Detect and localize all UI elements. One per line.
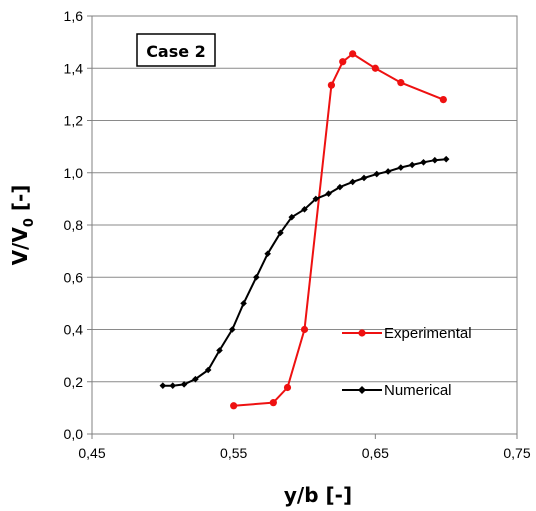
- data-point-experimental: [439, 96, 447, 104]
- data-point-numerical: [228, 326, 236, 333]
- y-axis-title: V/V0 [-]: [8, 185, 37, 266]
- axis-ticks: 0,0 0,2 0,4 0,6 0,8 1,0 1,2 1,4 1,6 0,45 0,55 0,65 0…: [64, 8, 531, 461]
- x-tick-label: 0,55: [220, 445, 247, 461]
- data-point-numerical: [325, 190, 332, 197]
- x-tick-label: 0,65: [362, 445, 389, 461]
- y-axis-title-subscript: 0: [22, 218, 37, 227]
- y-tick-label: 0,2: [64, 374, 84, 390]
- data-point-experimental: [230, 402, 238, 410]
- data-point-experimental: [371, 64, 379, 72]
- series-numerical-line: [162, 158, 447, 387]
- legend-experimental-label: Experimental: [384, 325, 472, 342]
- data-point-numerical: [216, 347, 223, 354]
- case-annotation-box: [136, 33, 216, 67]
- data-point-experimental: [283, 383, 292, 392]
- x-tick-label: 0,75: [503, 445, 530, 461]
- data-point-numerical: [204, 366, 212, 374]
- data-point-numerical: [253, 273, 260, 281]
- data-point-numerical: [373, 170, 381, 178]
- data-point-numerical: [312, 195, 320, 203]
- data-point-experimental: [300, 325, 309, 334]
- y-tick-label: 1,0: [64, 165, 84, 181]
- data-point-numerical: [180, 381, 188, 388]
- y-axis-title-main: V/V: [8, 227, 32, 266]
- y-tick-label: 0,6: [64, 269, 84, 285]
- data-point-numerical: [431, 156, 439, 164]
- x-tick-label: 0,45: [78, 445, 105, 461]
- legend-experimental-marker: [358, 329, 366, 337]
- data-point-numerical: [264, 250, 271, 258]
- data-point-numerical: [408, 161, 416, 169]
- legend-item-numerical: Numerical: [342, 382, 452, 399]
- y-tick-label: 0,0: [64, 426, 84, 442]
- legend-numerical-marker: [358, 386, 366, 394]
- y-tick-label: 1,4: [64, 60, 84, 76]
- data-point-numerical: [159, 382, 167, 389]
- data-point-numerical: [240, 300, 247, 307]
- y-tick-label: 1,2: [64, 113, 84, 129]
- series-layer: [159, 50, 450, 410]
- data-point-numerical: [420, 159, 427, 166]
- data-point-numerical: [384, 168, 392, 175]
- data-point-numerical: [442, 155, 450, 163]
- data-point-experimental: [339, 58, 347, 66]
- data-point-numerical: [336, 183, 344, 191]
- x-axis-title: y/b [-]: [284, 483, 352, 507]
- gridlines: [92, 67, 517, 383]
- y-tick-label: 0,4: [64, 322, 84, 338]
- data-point-numerical: [288, 213, 296, 221]
- data-point-experimental: [397, 79, 405, 87]
- legend-item-experimental: Experimental: [342, 325, 472, 342]
- data-point-experimental: [269, 399, 277, 407]
- data-point-numerical: [349, 178, 356, 186]
- legend: Experimental Numerical: [342, 325, 472, 399]
- series-numerical: [159, 155, 450, 389]
- data-point-numerical: [397, 164, 405, 171]
- case-annotation: Case 2: [136, 33, 216, 67]
- y-tick-label: 1,6: [64, 8, 84, 24]
- case-annotation-text: Case 2: [146, 42, 206, 61]
- data-point-numerical: [169, 382, 177, 389]
- y-axis-title-unit: [-]: [8, 185, 32, 219]
- data-point-experimental: [327, 81, 336, 89]
- data-point-numerical: [360, 174, 368, 182]
- series-experimental-line: [233, 52, 444, 407]
- data-point-experimental: [349, 50, 357, 58]
- data-point-numerical: [277, 229, 284, 237]
- legend-numerical-label: Numerical: [384, 382, 452, 399]
- series-experimental: [230, 50, 447, 410]
- data-point-numerical: [192, 375, 199, 383]
- y-tick-label: 0,8: [64, 217, 84, 233]
- data-point-numerical: [301, 206, 308, 213]
